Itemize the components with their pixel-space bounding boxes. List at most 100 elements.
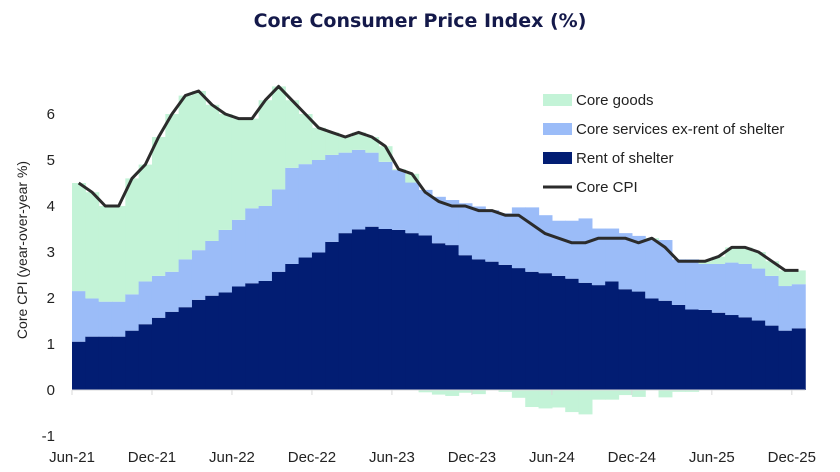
rent-of-shelter-bar bbox=[591, 285, 606, 390]
rent-of-shelter-bar bbox=[738, 317, 753, 390]
core-services-bar bbox=[498, 213, 513, 265]
legend-swatch bbox=[543, 94, 572, 106]
rent-of-shelter-bar bbox=[405, 233, 420, 390]
core-goods-bar bbox=[72, 183, 86, 292]
rent-of-shelter-bar bbox=[671, 304, 686, 390]
core-goods-bar bbox=[258, 100, 273, 206]
y-tick-label: -1 bbox=[42, 428, 55, 445]
rent-of-shelter-bar bbox=[565, 278, 580, 390]
core-goods-bar bbox=[85, 192, 100, 299]
rent-of-shelter-bar bbox=[791, 328, 806, 390]
core-goods-bar bbox=[165, 114, 180, 272]
core-goods-bar bbox=[685, 390, 700, 392]
core-goods-bar bbox=[565, 390, 580, 413]
core-services-bar bbox=[565, 220, 580, 279]
core-services-bar bbox=[751, 268, 766, 321]
core-goods-bar bbox=[445, 390, 460, 396]
core-goods-bar bbox=[791, 270, 806, 285]
rent-of-shelter-bar bbox=[511, 268, 526, 390]
core-services-bar bbox=[138, 281, 153, 325]
core-goods-bar bbox=[245, 118, 260, 209]
core-services-bar bbox=[765, 275, 780, 326]
core-goods-bar bbox=[658, 390, 673, 398]
rent-of-shelter-bar bbox=[378, 229, 393, 390]
core-services-bar bbox=[511, 207, 526, 269]
core-goods-bar bbox=[605, 390, 620, 400]
rent-of-shelter-bar bbox=[645, 298, 660, 390]
legend: Core goods Core services ex-rent of shelt… bbox=[543, 92, 784, 196]
core-services-bar bbox=[218, 229, 233, 293]
core-services-bar bbox=[151, 275, 166, 318]
core-services-bar bbox=[98, 301, 113, 337]
rent-of-shelter-bar bbox=[351, 229, 366, 390]
x-tick-label: Dec-24 bbox=[608, 449, 656, 466]
core-services-bar bbox=[85, 298, 100, 337]
rent-of-shelter-bar bbox=[698, 309, 713, 390]
rent-of-shelter-bar bbox=[178, 307, 193, 390]
legend-swatch bbox=[543, 152, 572, 164]
core-services-bar bbox=[191, 250, 206, 300]
core-services-bar bbox=[405, 182, 420, 234]
core-services-bar bbox=[351, 149, 366, 230]
x-tick-label: Jun-22 bbox=[209, 449, 255, 466]
rent-of-shelter-bar bbox=[98, 336, 113, 390]
rent-of-shelter-bar bbox=[205, 295, 220, 390]
core-goods-bar bbox=[738, 247, 753, 264]
rent-of-shelter-bar bbox=[311, 252, 326, 390]
core-goods-bar bbox=[151, 137, 166, 276]
core-goods-bar bbox=[631, 390, 646, 397]
rent-of-shelter-bar bbox=[231, 286, 246, 390]
core-services-bar bbox=[738, 263, 753, 318]
core-goods-bar bbox=[671, 390, 686, 392]
core-goods-bar bbox=[218, 114, 233, 230]
y-axis-label: Core CPI (year-over-year %) bbox=[14, 161, 30, 339]
core-services-bar bbox=[685, 259, 700, 310]
core-services-bar bbox=[338, 152, 353, 234]
x-tick-label: Dec-22 bbox=[288, 449, 336, 466]
y-tick-label: 5 bbox=[47, 152, 55, 169]
rent-of-shelter-bar bbox=[751, 320, 766, 390]
rent-of-shelter-bar bbox=[391, 229, 406, 390]
core-goods-bar bbox=[351, 132, 366, 150]
core-goods-bar bbox=[405, 173, 420, 183]
core-goods-bar bbox=[205, 104, 220, 241]
rent-of-shelter-bar bbox=[485, 261, 500, 390]
rent-of-shelter-bar bbox=[551, 275, 566, 390]
y-tick-label: 3 bbox=[47, 244, 55, 261]
core-services-bar bbox=[378, 161, 393, 229]
core-services-bar bbox=[391, 170, 406, 230]
y-tick-label: 0 bbox=[47, 382, 55, 399]
core-services-bar bbox=[418, 189, 433, 236]
rent-of-shelter-bar bbox=[765, 325, 780, 390]
y-tick-label: 1 bbox=[47, 336, 55, 353]
core-goods-bar bbox=[511, 390, 526, 398]
rent-of-shelter-bar bbox=[191, 299, 206, 390]
rent-of-shelter-bar bbox=[258, 280, 273, 390]
core-services-bar bbox=[551, 220, 566, 276]
core-services-bar bbox=[791, 284, 806, 329]
core-goods-bar bbox=[285, 100, 300, 168]
core-services-bar bbox=[325, 154, 340, 242]
rent-of-shelter-bar bbox=[138, 324, 153, 390]
core-goods-bar bbox=[418, 390, 433, 393]
x-axis-ticks: Jun-21 Dec-21 Jun-22 Dec-22 Jun-23 Dec-23 Jun-… bbox=[49, 390, 816, 466]
rent-of-shelter-bar bbox=[151, 317, 166, 390]
rent-of-shelter-bar bbox=[285, 263, 300, 390]
core-services-bar bbox=[578, 218, 593, 283]
core-services-bar bbox=[525, 207, 540, 272]
core-goods-bar bbox=[111, 206, 126, 302]
core-goods-bar bbox=[551, 390, 566, 408]
core-services-bar bbox=[165, 271, 180, 312]
rent-of-shelter-bar bbox=[538, 273, 553, 390]
x-tick-label: Jun-25 bbox=[689, 449, 735, 466]
core-services-bar bbox=[111, 301, 126, 337]
x-tick-label: Dec-21 bbox=[128, 449, 176, 466]
x-tick-label: Jun-24 bbox=[529, 449, 575, 466]
core-services-bar bbox=[125, 294, 140, 331]
core-services-bar bbox=[231, 219, 246, 287]
core-cpi-line bbox=[77, 84, 799, 272]
rent-of-shelter-bar bbox=[325, 241, 340, 390]
rent-of-shelter-bar bbox=[111, 336, 126, 390]
rent-of-shelter-bar bbox=[685, 309, 700, 390]
core-goods-bar bbox=[458, 390, 473, 393]
